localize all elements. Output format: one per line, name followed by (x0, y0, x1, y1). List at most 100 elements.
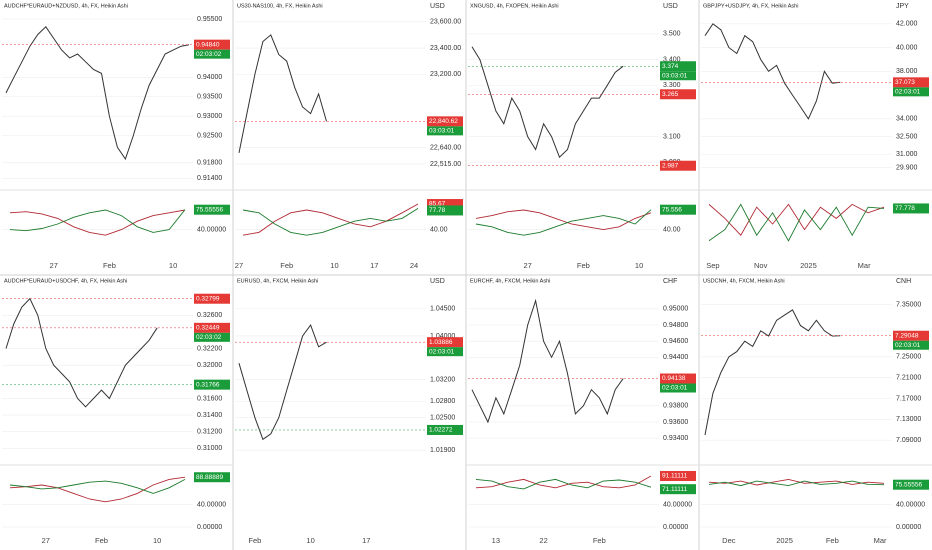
x-tick-label: Feb (95, 536, 108, 545)
y-tick-label: 3.500 (663, 31, 681, 38)
x-tick-label: 10 (153, 536, 161, 545)
y-tick-label: 40.000 (896, 44, 918, 51)
countdown-badge (427, 126, 463, 136)
price-badge-label: 75.556 (662, 206, 682, 213)
price-line (471, 298, 624, 424)
x-tick-label: 27 (50, 261, 58, 270)
price-badge-label: 75.55556 (895, 481, 922, 488)
y-tick-label: 0.91800 (197, 160, 222, 167)
y-tick-label: 23,200.00 (430, 71, 461, 78)
countdown: 02:03:01 (429, 348, 455, 355)
price-badge-label: 3.374 (662, 63, 679, 70)
price-badge-label: 85.67 (429, 201, 446, 208)
x-tick-label: Feb (577, 261, 590, 270)
axis-unit: CNH (896, 278, 911, 285)
y-tick-label: 22,640.00 (430, 144, 461, 151)
price-badge-label: 0.94138 (662, 375, 686, 382)
price-line (5, 297, 158, 408)
price-badge (660, 484, 696, 495)
axis-unit: USD (430, 3, 445, 10)
price-badge (893, 330, 929, 341)
price-badge-label: 22,840.62 (429, 118, 458, 125)
countdown-badge (194, 49, 230, 59)
indicator-line (475, 478, 652, 490)
y-tick-label: 42.000 (896, 21, 918, 28)
price-badge (660, 61, 696, 72)
y-tick-label: 22,515.00 (430, 161, 461, 168)
countdown: 02:03:01 (895, 89, 921, 96)
price-badge-label: 7.29048 (895, 332, 919, 339)
y-tick-label: 0.32600 (197, 312, 222, 319)
x-tick-label: Nov (754, 261, 768, 270)
axis-unit: CHF (663, 278, 677, 285)
x-tick-label: 10 (330, 261, 338, 270)
price-badge-label: 71.11111 (662, 486, 688, 493)
x-tick-label: 27 (524, 261, 532, 270)
chart-title: EURCHF, 4h, FXCM, Heikin Ashi (470, 278, 550, 284)
price-line (471, 46, 624, 159)
x-tick-label: 17 (362, 536, 370, 545)
price-badge (660, 204, 696, 215)
y-tick-label: 7.17000 (896, 395, 921, 402)
y-tick-label: 0.93500 (197, 94, 222, 101)
price-line (704, 23, 841, 120)
indicator-line (708, 203, 885, 236)
y-tick-label: 0.92500 (197, 132, 222, 139)
price-badge-label: 1.03886 (429, 339, 453, 346)
y-tick-label: 1.02500 (430, 414, 455, 421)
price-badge-label: 75.55556 (196, 206, 223, 213)
y-tick-label: 0.94400 (663, 354, 688, 361)
indicator-line (475, 209, 652, 231)
indicator-line (242, 203, 419, 236)
y-tick-label: 0.94600 (663, 338, 688, 345)
price-badge-label: 77.778 (895, 205, 915, 212)
y-tick-label: 1.01900 (430, 447, 455, 454)
y-tick-label: 0.93800 (663, 403, 688, 410)
y-tick-label: 0.95000 (663, 306, 688, 313)
countdown-badge (194, 332, 230, 342)
price-badge (427, 205, 463, 216)
chart-title: US30-NAS100, 4h, FX, Heikin Ashi (237, 3, 323, 9)
countdown: 02:03:01 (895, 342, 921, 349)
x-tick-label: 17 (370, 261, 378, 270)
chart-title: XNGUSD, 4h, FXOPEN, Heikin Ashi (470, 3, 559, 9)
price-badge (427, 199, 463, 210)
y-tick-label: 7.13000 (896, 416, 921, 423)
y-tick-label: 0.93000 (197, 113, 222, 120)
chart-title: AUDCHF*EURAUD+NZDUSD, 4h, FX, Heikin Ash… (4, 3, 128, 9)
price-badge (194, 204, 230, 215)
countdown: 03:03:01 (662, 72, 688, 79)
price-badge (194, 379, 230, 390)
indicator-tick-label: 40.00 (663, 226, 681, 233)
y-tick-label: 31.000 (896, 151, 918, 158)
y-tick-label: 32.500 (896, 133, 918, 140)
price-badge (427, 337, 463, 348)
x-tick-label: Mar (858, 261, 871, 270)
indicator-tick-label: 40.00 (430, 226, 448, 233)
indicator-line (242, 208, 419, 236)
price-badge-label: 0.32799 (196, 295, 220, 302)
price-line (704, 309, 841, 436)
y-tick-label: 7.09000 (896, 437, 921, 444)
price-badge (427, 116, 463, 127)
price-badge (427, 424, 463, 435)
y-tick-label: 0.31000 (197, 445, 222, 452)
price-badge-label: 2.987 (662, 162, 679, 169)
price-line (5, 26, 190, 161)
axis-unit: USD (430, 278, 445, 285)
price-badge (194, 39, 230, 50)
x-tick-label: 10 (306, 536, 314, 545)
x-tick-label: 13 (492, 536, 500, 545)
countdown-badge (660, 383, 696, 393)
price-badge-label: 37.073 (895, 79, 915, 86)
indicator-tick-label: 40.00000 (896, 501, 925, 508)
price-badge-label: 1.02272 (429, 427, 453, 434)
y-tick-label: 3.100 (663, 134, 681, 141)
y-tick-label: 0.31200 (197, 429, 222, 436)
indicator-line (475, 475, 652, 489)
y-tick-label: 3.300 (663, 82, 681, 89)
price-badge (893, 77, 929, 88)
y-tick-label: 34.000 (896, 116, 918, 123)
x-tick-label: 27 (42, 536, 50, 545)
indicator-line (708, 480, 885, 487)
